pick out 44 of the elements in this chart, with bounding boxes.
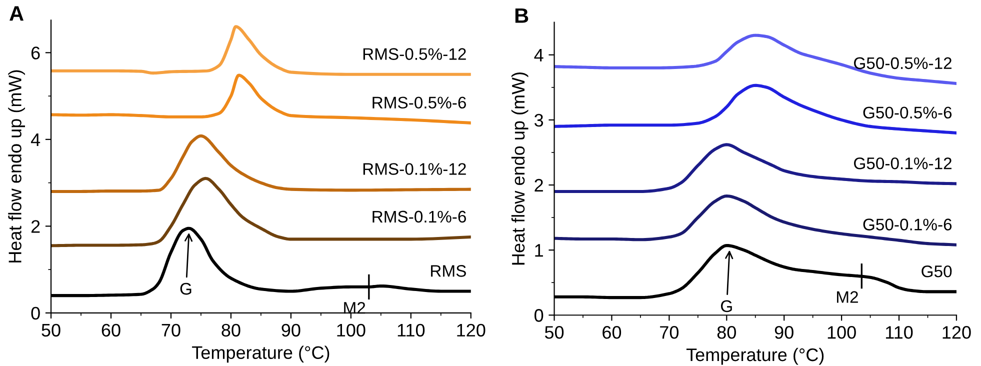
y-axis-title: Heat flow endo up (mW): [511, 72, 528, 265]
x-tick-label: 90: [774, 326, 794, 339]
series-label: G50-0.1%-6: [863, 218, 952, 230]
y-tick-label: 3: [534, 114, 544, 127]
annotation: G: [180, 282, 192, 295]
series-label: G50: [922, 265, 952, 278]
x-tick-label: 50: [544, 326, 564, 339]
x-tick-label: 120: [457, 324, 486, 337]
annotation: M2: [837, 291, 858, 303]
x-axis-title: Temperature (°C): [192, 346, 330, 363]
x-tick-label: 70: [162, 324, 180, 337]
x-tick-label: 100: [828, 326, 856, 339]
x-tick-label: 80: [222, 324, 240, 337]
x-tick-label: 110: [398, 324, 425, 337]
x-tick-label: 110: [886, 326, 913, 339]
y-tick-label: 0: [534, 309, 544, 322]
x-axis-title: Temperature (°C): [686, 348, 824, 365]
series-label: RMS-0.1%-6: [372, 210, 466, 223]
x-tick-label: 120: [942, 326, 971, 339]
series-label: G50-0.1%-12: [854, 157, 952, 170]
chart-title: B: [515, 8, 528, 23]
x-tick-label: 80: [717, 326, 736, 339]
y-tick-label: 2: [534, 178, 543, 192]
annotation: G: [720, 300, 732, 312]
series-label: G50-0.5%-12: [854, 57, 952, 70]
x-tick-label: 90: [282, 324, 300, 337]
x-tick-label: 50: [42, 324, 60, 337]
series-label: RMS-0.5%-12: [363, 48, 466, 60]
series-label: G50-0.5%-6: [863, 106, 952, 119]
x-tick-label: 60: [102, 324, 120, 337]
y-tick-label: 4: [30, 134, 40, 146]
y-tick-label: 1: [535, 244, 543, 257]
y-tick-label: 0: [31, 306, 40, 320]
x-tick-label: 70: [660, 326, 679, 339]
x-tick-label: 100: [337, 324, 366, 337]
y-tick-label: 2: [31, 220, 40, 233]
y-tick-label: 4: [534, 48, 544, 62]
series-label: RMS-0.1%-12: [363, 163, 466, 175]
y-tick-label: 6: [31, 46, 40, 60]
series-label: RMS: [431, 265, 466, 277]
chart-title: A: [10, 6, 24, 21]
series-label: RMS-0.5%-6: [372, 96, 466, 109]
y-axis-title: Heat flow endo up (mW): [8, 70, 25, 262]
x-tick-label: 60: [602, 326, 622, 339]
